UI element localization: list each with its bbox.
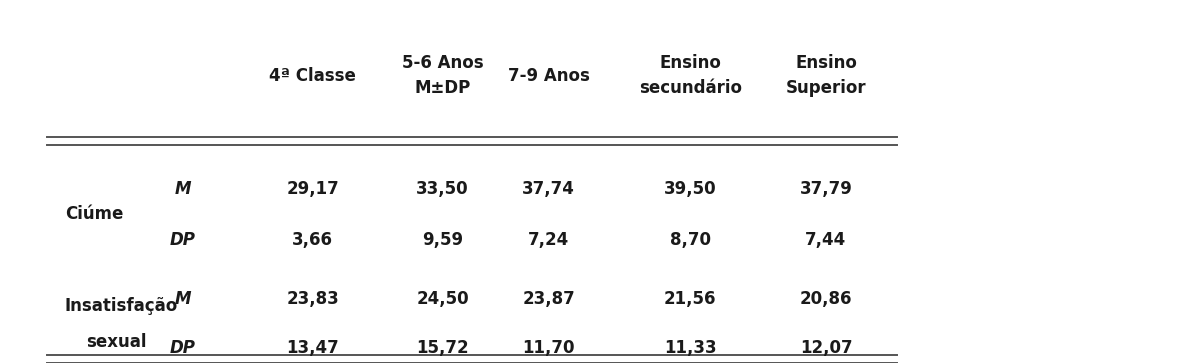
Text: Ensino
Superior: Ensino Superior — [786, 54, 866, 97]
Text: 23,83: 23,83 — [287, 290, 339, 309]
Text: 39,50: 39,50 — [664, 180, 716, 198]
Text: 4ª Classe: 4ª Classe — [269, 67, 356, 85]
Text: DP: DP — [170, 339, 196, 358]
Text: sexual: sexual — [86, 333, 146, 351]
Text: Ciúme: Ciúme — [65, 205, 123, 223]
Text: 11,70: 11,70 — [523, 339, 575, 358]
Text: 15,72: 15,72 — [417, 339, 468, 358]
Text: 5-6 Anos
M±DP: 5-6 Anos M±DP — [401, 54, 484, 97]
Text: M: M — [175, 180, 191, 198]
Text: M: M — [175, 290, 191, 309]
Text: 23,87: 23,87 — [523, 290, 575, 309]
Text: 7-9 Anos: 7-9 Anos — [507, 67, 590, 85]
Text: 37,79: 37,79 — [800, 180, 852, 198]
Text: 8,70: 8,70 — [670, 231, 710, 249]
Text: 7,44: 7,44 — [806, 231, 846, 249]
Text: 21,56: 21,56 — [664, 290, 716, 309]
Text: 11,33: 11,33 — [664, 339, 716, 358]
Text: 33,50: 33,50 — [417, 180, 468, 198]
Text: 37,74: 37,74 — [523, 180, 575, 198]
Text: 3,66: 3,66 — [293, 231, 333, 249]
Text: 24,50: 24,50 — [417, 290, 468, 309]
Text: 20,86: 20,86 — [800, 290, 852, 309]
Text: Ensino
secundário: Ensino secundário — [638, 54, 742, 97]
Text: 13,47: 13,47 — [287, 339, 339, 358]
Text: 29,17: 29,17 — [287, 180, 339, 198]
Text: 7,24: 7,24 — [529, 231, 569, 249]
Text: 12,07: 12,07 — [800, 339, 852, 358]
Text: DP: DP — [170, 231, 196, 249]
Text: Insatisfação: Insatisfação — [65, 297, 178, 315]
Text: 9,59: 9,59 — [422, 231, 463, 249]
